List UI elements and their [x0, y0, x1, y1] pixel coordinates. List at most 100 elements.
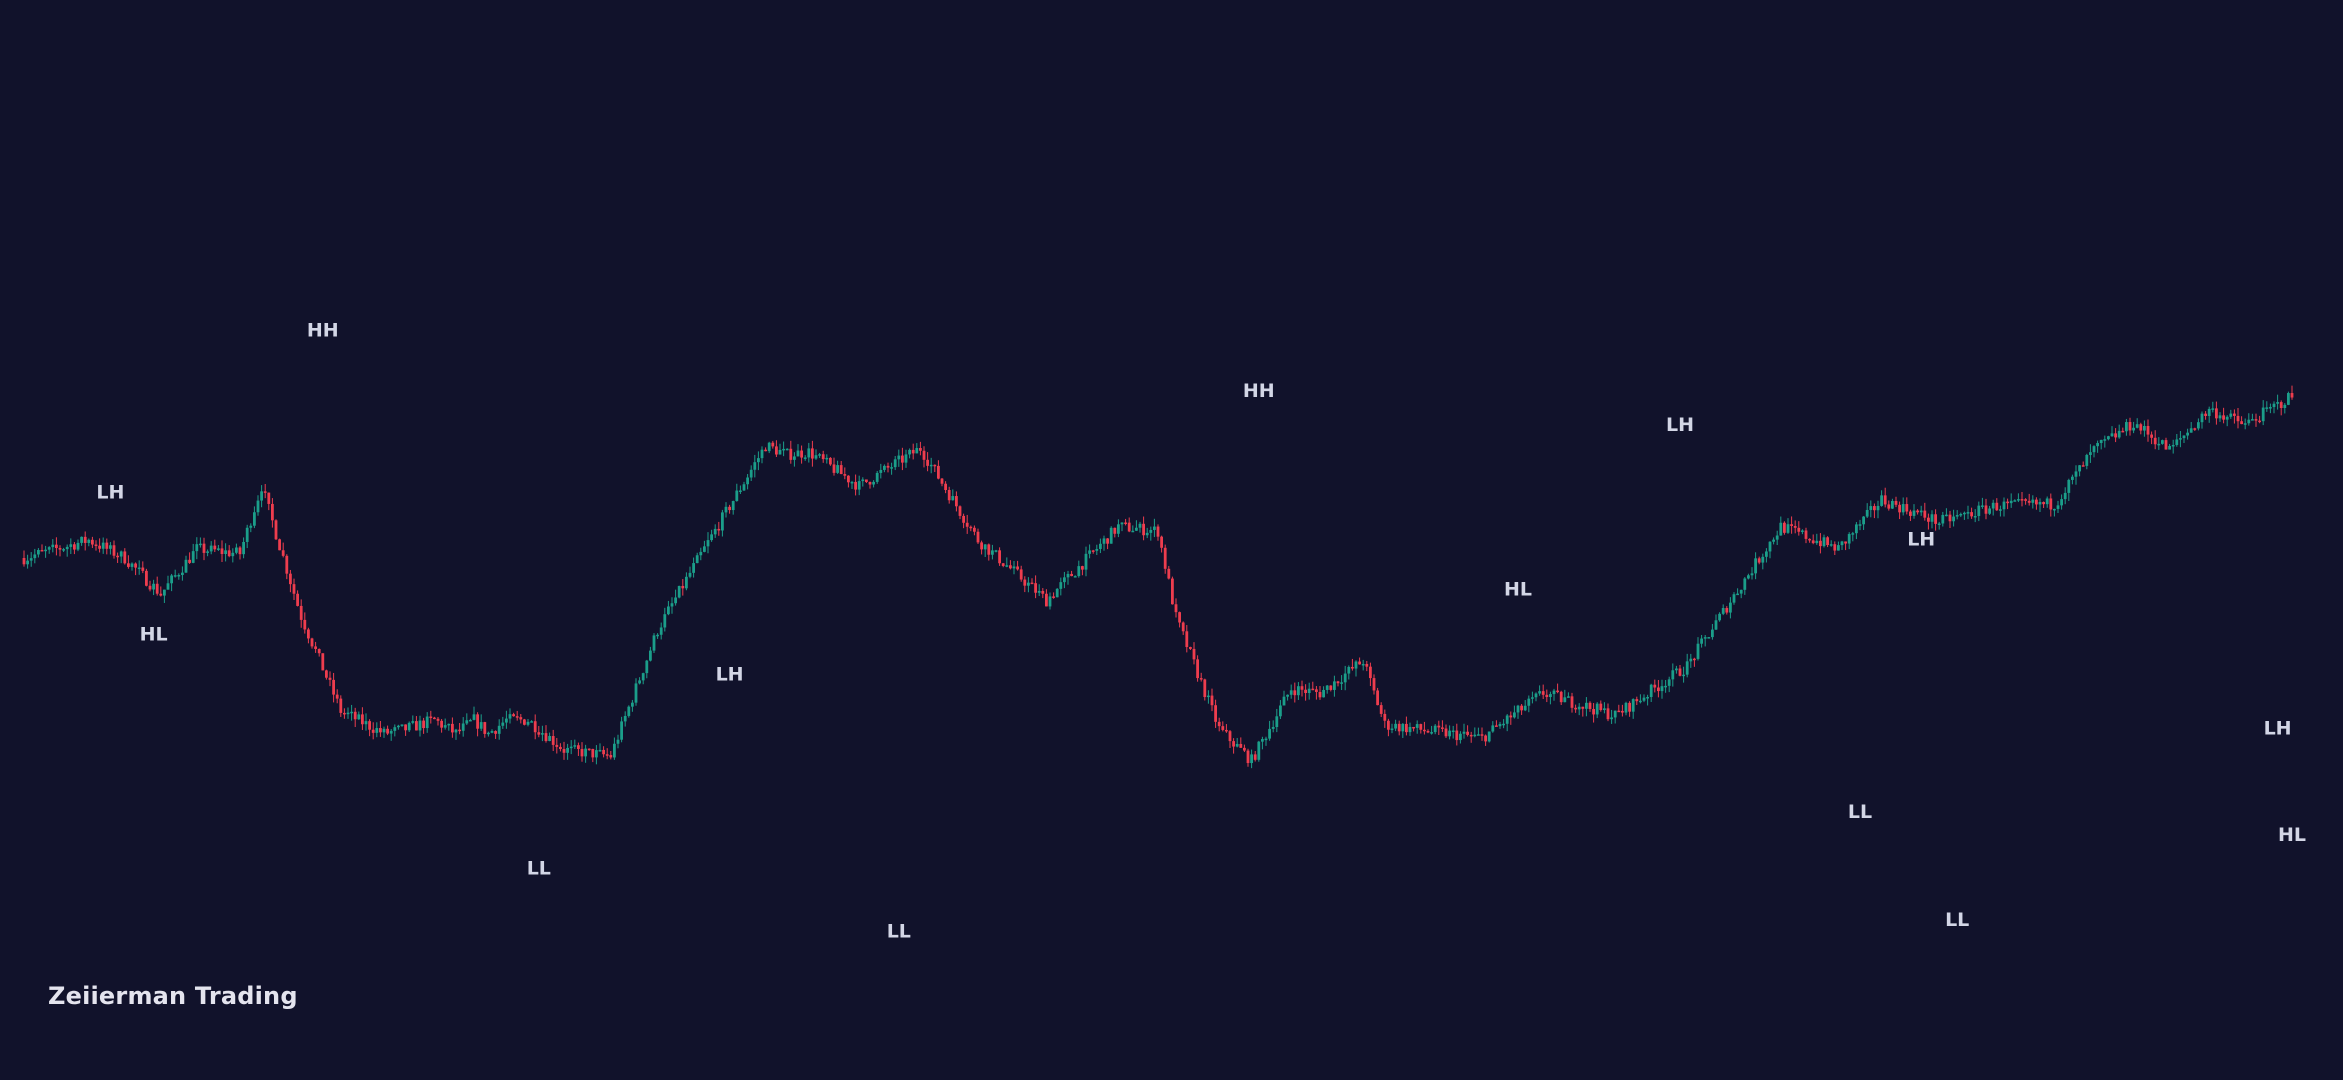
candle	[685, 572, 688, 591]
candle	[1808, 538, 1811, 543]
candle	[1307, 682, 1311, 700]
candle	[1052, 592, 1055, 599]
candle	[2078, 464, 2081, 477]
candle-body	[433, 717, 436, 720]
candle-body	[389, 730, 393, 734]
candle-body	[152, 583, 155, 590]
candle-body	[1325, 685, 1329, 690]
candle	[659, 622, 663, 640]
candle-body	[947, 490, 951, 501]
candle	[1423, 721, 1426, 735]
candle-body	[1628, 702, 1631, 712]
candle-body	[1131, 530, 1135, 533]
candle-body	[825, 457, 829, 460]
candle	[1192, 642, 1196, 665]
candle	[1966, 505, 1970, 520]
candle	[483, 721, 487, 738]
candle	[2200, 411, 2204, 429]
candle-body	[1207, 695, 1210, 698]
candle	[1973, 509, 1977, 523]
candle-body	[238, 547, 242, 555]
candle-body	[1765, 551, 1768, 557]
candle	[465, 713, 469, 726]
swing-label-ll: LL	[1848, 801, 1872, 823]
candle	[865, 479, 868, 483]
candle	[2261, 400, 2265, 426]
candle-body	[170, 575, 173, 584]
candle-body	[688, 572, 692, 577]
candle	[1264, 736, 1268, 746]
candle-body	[1145, 532, 1149, 536]
candle	[901, 447, 904, 471]
candle-body	[800, 450, 803, 458]
candle-body	[821, 454, 825, 460]
candle	[2031, 495, 2035, 509]
candle	[1721, 604, 1725, 616]
candle	[1988, 505, 1991, 515]
candle-body	[1081, 566, 1084, 570]
candle	[1469, 731, 1473, 743]
candle	[1210, 688, 1214, 712]
candle-body	[1009, 565, 1012, 569]
candle	[2071, 474, 2074, 485]
candle-body	[659, 627, 663, 635]
candle-body	[37, 550, 40, 555]
candle-body	[159, 593, 163, 596]
candle	[1455, 723, 1459, 746]
candle	[973, 525, 976, 536]
candle	[724, 502, 728, 518]
candle	[1379, 702, 1383, 718]
candle-body	[681, 585, 685, 589]
candle	[1851, 531, 1855, 542]
candle	[2218, 412, 2222, 422]
candle-body	[1991, 502, 1995, 509]
candle	[145, 568, 148, 587]
candle	[2207, 406, 2211, 423]
candle-body	[184, 559, 188, 573]
candle-body	[1394, 723, 1397, 729]
candle	[1016, 560, 1019, 571]
candle-body	[256, 500, 260, 513]
candle-body	[847, 475, 850, 483]
candle	[87, 538, 91, 547]
candle	[811, 440, 814, 467]
candle-body	[1275, 716, 1279, 728]
candle-body	[1599, 703, 1603, 711]
candle-body	[1415, 724, 1419, 728]
candle-body	[404, 724, 407, 731]
candle-body	[1084, 553, 1088, 570]
candle-body	[371, 729, 375, 733]
candle-body	[440, 720, 443, 728]
candle-body	[2197, 422, 2200, 429]
candle-body	[1369, 666, 1372, 679]
candle	[569, 740, 573, 755]
candle	[2114, 428, 2117, 443]
candle	[91, 536, 94, 548]
candle-body	[2218, 415, 2222, 419]
candle	[65, 544, 69, 557]
candle-body	[1466, 731, 1469, 735]
candle-body	[1592, 708, 1595, 715]
candle-body	[2128, 422, 2132, 431]
candle-body	[1657, 687, 1660, 692]
candle-body	[1721, 608, 1725, 614]
candle	[1415, 720, 1419, 734]
candle-body	[224, 550, 227, 554]
candle-body	[1837, 545, 1840, 551]
candle-body	[1801, 530, 1804, 532]
candle-body	[829, 457, 832, 465]
candle	[1257, 740, 1261, 762]
candle	[2045, 496, 2049, 508]
candle-body	[944, 483, 947, 491]
candle-body	[501, 722, 505, 726]
candle	[825, 454, 829, 464]
candle-body	[1833, 544, 1837, 551]
candle	[1181, 621, 1185, 635]
candle	[1297, 682, 1300, 700]
candle-body	[987, 544, 991, 555]
candle	[299, 599, 303, 628]
candle	[1646, 694, 1649, 706]
candle-body	[519, 717, 523, 720]
candle-body	[1117, 524, 1120, 534]
